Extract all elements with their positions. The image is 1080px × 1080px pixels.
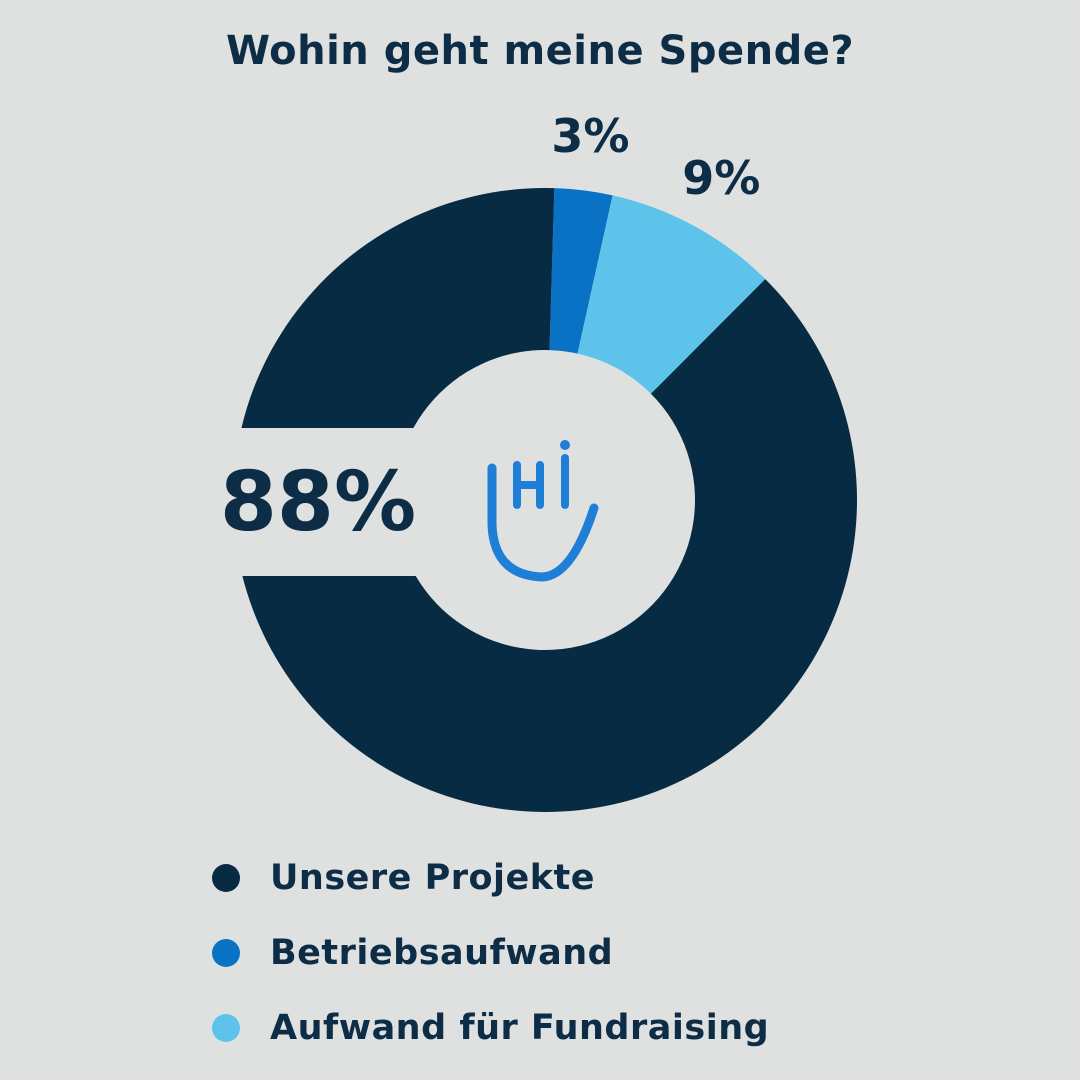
legend-dot-betriebsaufwand (212, 938, 240, 967)
value-label-fundraising: 9% (682, 151, 760, 205)
value-label-backdrop (200, 428, 440, 576)
value-labels: 3% 9% 88% (220, 109, 761, 550)
chart-title: Wohin geht meine Spende? (225, 28, 855, 74)
slice-betriebsaufwand (549, 188, 613, 354)
value-label-betriebsaufwand: 3% (551, 109, 629, 163)
hi-hand-logo: Hi (0, 0, 599, 582)
logo-text: Hi (0, 0, 2, 1)
legend-dot-fundraising (212, 1013, 240, 1042)
legend-dot-projekte (212, 863, 240, 892)
legend-item-projekte: Unsere Projekte (212, 840, 769, 915)
slice-unsere-projekte (233, 188, 858, 812)
legend: Unsere Projekte Betriebsaufwand Aufwand … (212, 840, 769, 1065)
slice-fundraising (577, 195, 766, 394)
legend-item-fundraising: Aufwand für Fundraising (212, 990, 769, 1065)
value-label-projekte: 88% (220, 455, 416, 550)
legend-label: Unsere Projekte (270, 857, 596, 898)
legend-label: Betriebsaufwand (270, 932, 614, 973)
legend-label: Aufwand für Fundraising (270, 1007, 770, 1048)
legend-item-betriebsaufwand: Betriebsaufwand (212, 915, 769, 990)
donut-slices (233, 188, 858, 812)
